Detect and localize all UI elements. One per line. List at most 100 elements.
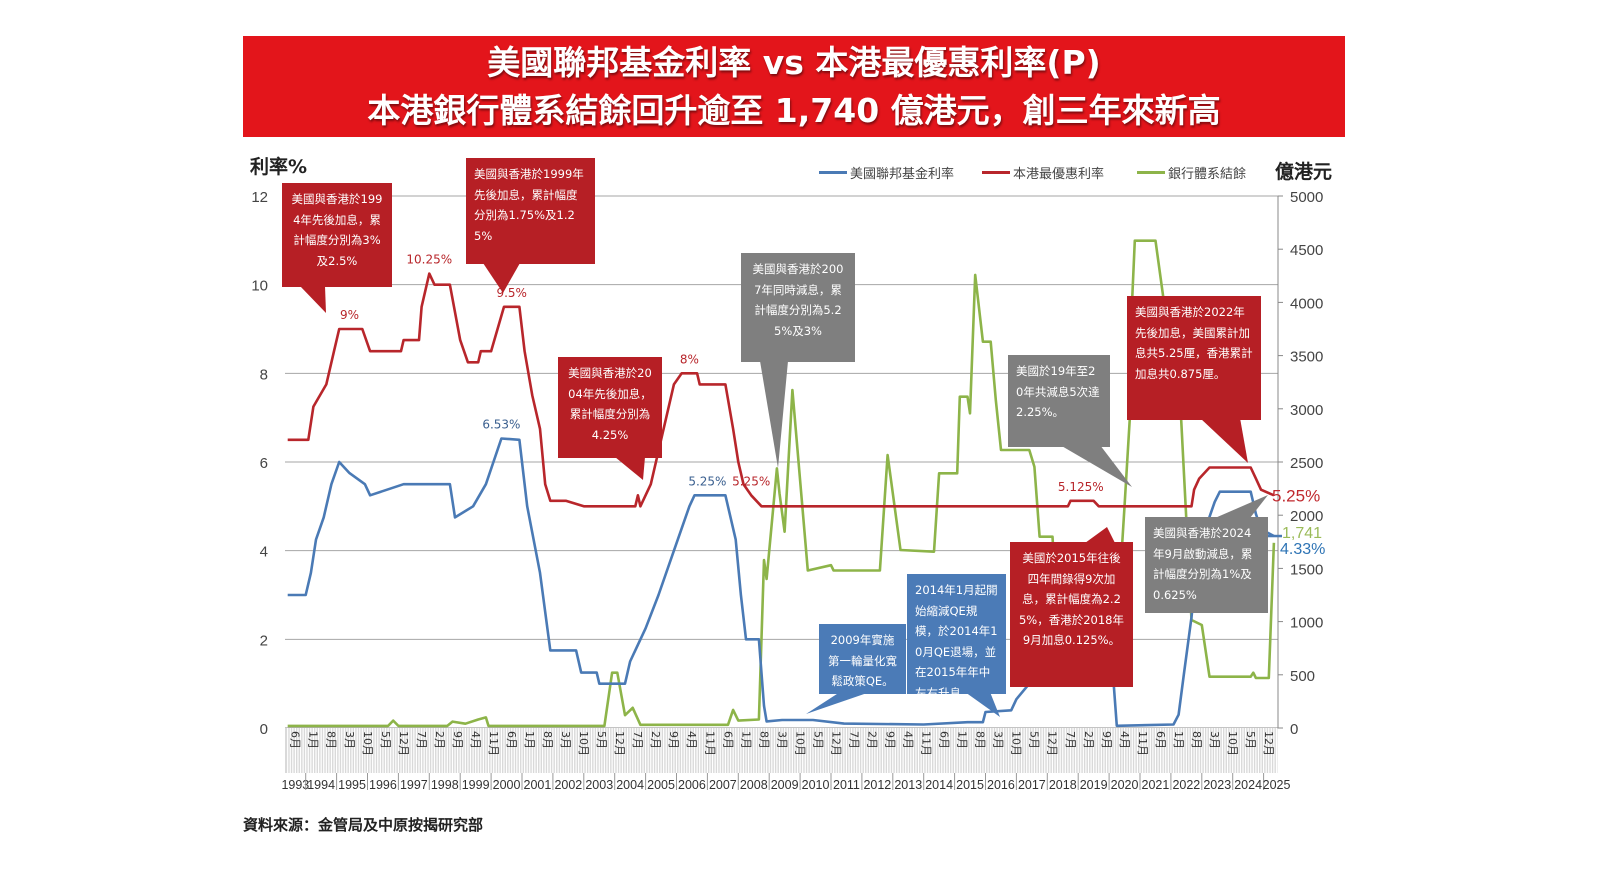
- legend-label-fed: 美國聯邦基金利率: [850, 167, 955, 182]
- data-label: 5.25%: [688, 474, 726, 488]
- x-month-label: 3月: [992, 731, 1005, 749]
- x-year-label: 2013: [894, 778, 922, 792]
- x-month-label: 1月: [307, 731, 320, 749]
- x-month-label: 6月: [938, 731, 951, 749]
- data-label: 10.25%: [406, 253, 452, 267]
- fed-funds-line: [287, 437, 1275, 728]
- callout-2015-hike: 美國於2015年往後四年間錄得9次加息，累計幅度為2.25%，香港於2018年9…: [1010, 542, 1133, 687]
- x-month-label: 5月: [595, 731, 608, 749]
- y2-tick-label: 4500: [1290, 242, 1323, 259]
- y2-tick-label: 4000: [1290, 295, 1323, 312]
- x-year-label: 1998: [431, 778, 459, 792]
- y-tick-label: 12: [251, 189, 268, 206]
- x-month-label: 2月: [433, 731, 446, 749]
- legend-item-fed: 美國聯邦基金利率: [819, 163, 954, 182]
- x-year-label: 2020: [1111, 778, 1139, 792]
- x-month-label: 8月: [1190, 731, 1203, 749]
- x-year-label: 2012: [863, 778, 891, 792]
- x-year-label: 2017: [1018, 778, 1046, 792]
- callout-2019-cut: 美國於19年至20年共減息5次達2.25%。: [1008, 355, 1110, 447]
- end-label-prime: 5.25%: [1272, 486, 1320, 505]
- callout-qe1: 2009年實施第一輪量化寬鬆政策QE。: [819, 624, 906, 694]
- y2-tick-label: 3500: [1290, 349, 1323, 366]
- x-year-label: 2019: [1080, 778, 1108, 792]
- x-month-label: 5月: [811, 731, 824, 749]
- x-year-label: 2007: [709, 778, 737, 792]
- callout-qe-taper: 2014年1月起開始縮減QE規模，於2014年10月QE退場，並在2015年年中…: [907, 574, 1006, 700]
- x-month-label: 10月: [577, 731, 590, 756]
- x-month-label: 7月: [415, 731, 428, 749]
- x-month-label: 9月: [451, 731, 464, 749]
- x-month-label: 5月: [1028, 731, 1041, 749]
- x-month-label: 12月: [613, 731, 626, 756]
- y2-tick-label: 1500: [1290, 561, 1323, 578]
- legend-label-balance: 銀行體系結餘: [1168, 167, 1247, 182]
- x-month-label: 12月: [1262, 731, 1275, 756]
- x-month-label: 10月: [1226, 731, 1239, 756]
- x-month-label: 9月: [1100, 731, 1113, 749]
- x-month-label: 4月: [469, 731, 482, 749]
- x-month-label: 3月: [1208, 731, 1221, 749]
- x-year-label: 1995: [338, 778, 366, 792]
- x-month-label: 10月: [793, 731, 806, 756]
- left-axis-title: 利率%: [250, 156, 308, 178]
- x-year-label: 2021: [1142, 778, 1170, 792]
- x-year-label: 2005: [647, 778, 675, 792]
- x-year-label: 1994: [307, 778, 335, 792]
- x-month-label: 1月: [956, 731, 969, 749]
- x-year-label: 2015: [956, 778, 984, 792]
- x-month-label: 6月: [505, 731, 518, 749]
- x-month-label: 12月: [1046, 731, 1059, 756]
- x-year-label: 1999: [462, 778, 490, 792]
- legend-swatch-prime: [982, 171, 1010, 174]
- callout-1994-hike: 美國與香港於1994年先後加息，累計幅度分別為3%及2.5%: [282, 183, 392, 287]
- x-year-label: 1996: [369, 778, 397, 792]
- x-month-label: 9月: [884, 731, 897, 749]
- right-axis-title: 億港元: [1275, 161, 1333, 183]
- y-tick-label: 8: [260, 366, 268, 383]
- y-tick-label: 4: [260, 544, 268, 561]
- callout-pointer-qe1: [806, 692, 870, 714]
- x-month-label: 2月: [1082, 731, 1095, 749]
- x-month-label: 1月: [1172, 731, 1185, 749]
- y2-tick-label: 500: [1290, 668, 1315, 685]
- x-year-label: 2024: [1234, 778, 1262, 792]
- callout-pointer-2022: [1200, 418, 1248, 463]
- source-note: 資料來源：金管局及中原按揭研究部: [243, 816, 484, 834]
- x-year-label: 1993: [281, 778, 309, 792]
- title-line-2: 本港銀行體系結餘回升逾至 1,740 億港元，創三年來新高: [367, 91, 1221, 130]
- x-month-label: 8月: [974, 731, 987, 749]
- x-month-label: 7月: [631, 731, 644, 749]
- data-label: 5.25%: [732, 474, 770, 488]
- callout-pointer-2004: [615, 457, 645, 480]
- x-year-label: 2009: [771, 778, 799, 792]
- x-year-label: 1997: [400, 778, 428, 792]
- x-month-label: 6月: [289, 731, 302, 749]
- x-month-label: 10月: [361, 731, 374, 756]
- legend-swatch-fed: [819, 171, 847, 174]
- end-label-fed: 4.33%: [1280, 541, 1325, 558]
- x-year-label: 2006: [678, 778, 706, 792]
- callout-pointer-2015: [1085, 527, 1115, 543]
- callout-2007-cut: 美國與香港於2007年同時減息，累計幅度分別為5.25%及3%: [741, 253, 855, 362]
- y2-tick-label: 2500: [1290, 455, 1323, 472]
- x-month-label: 4月: [902, 731, 915, 749]
- callout-1999-hike: 美國與香港於1999年先後加息，累計幅度分別為1.75%及1.25%: [466, 158, 595, 264]
- x-month-label: 8月: [541, 731, 554, 749]
- x-month-label: 12月: [829, 731, 842, 756]
- x-year-label: 2022: [1172, 778, 1200, 792]
- prime-rate-line: [287, 272, 1275, 508]
- y-tick-label: 0: [260, 721, 268, 738]
- x-month-label: 6月: [1154, 731, 1167, 749]
- x-year-label: 2002: [554, 778, 582, 792]
- x-month-label: 2月: [865, 731, 878, 749]
- legend-item-prime: 本港最優惠利率: [982, 163, 1104, 182]
- title-line-1: 美國聯邦基金利率 vs 本港最優惠利率(P): [487, 43, 1101, 82]
- callout-pointer-2019: [1060, 445, 1132, 487]
- x-year-label: 2023: [1203, 778, 1231, 792]
- legend-label-prime: 本港最優惠利率: [1013, 167, 1105, 182]
- callout-pointer-1994: [300, 286, 326, 313]
- x-month-label: 5月: [379, 731, 392, 749]
- x-month-label: 11月: [920, 731, 933, 756]
